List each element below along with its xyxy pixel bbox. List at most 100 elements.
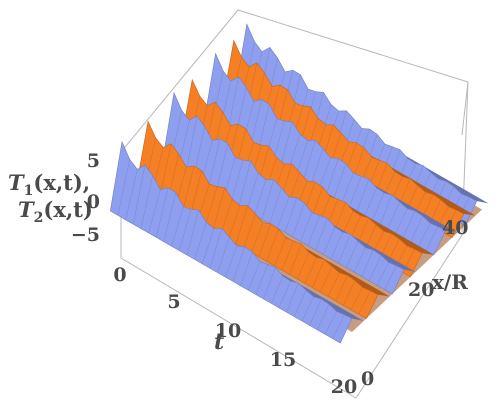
ridge-mesh-line: [209, 228, 222, 269]
ridge-mesh-line: [315, 218, 328, 251]
ridge-mesh-line: [274, 237, 287, 266]
ridge-mesh-line: [212, 187, 225, 231]
ridge-mesh-line: [246, 173, 259, 211]
ridge-mesh-line: [327, 272, 340, 297]
ridge-mesh-line: [372, 192, 385, 220]
ridge-mesh-line: [205, 186, 218, 227]
ridge-mesh-line: [403, 210, 416, 238]
ridge-mesh-line: [384, 265, 397, 290]
ridge-mesh-line: [117, 159, 130, 216]
ridge-mesh-line: [341, 173, 354, 203]
box-bottom-right: [355, 234, 463, 399]
ridge-mesh-line: [125, 169, 138, 220]
ridge-mesh-line: [330, 232, 343, 259]
t-tick-label: 20: [331, 376, 357, 398]
ridge-mesh-line: [202, 228, 215, 264]
ridge-mesh-line: [232, 246, 245, 282]
ridge-mesh-line: [254, 179, 267, 215]
ridge-mesh-line: [286, 283, 299, 313]
ridge-mesh-line: [140, 175, 153, 229]
t-tick-label: 10: [215, 320, 241, 342]
ridge-mesh-line: [240, 251, 253, 286]
ridge-mesh-line: [280, 121, 293, 167]
ridge-mesh-line: [266, 228, 279, 262]
ridge-mesh-line: [248, 261, 261, 291]
ridge-mesh-line: [333, 163, 347, 198]
ridge-mesh-line: [186, 209, 199, 256]
ridge-mesh-line: [269, 187, 282, 224]
x-axis-label: x/R: [432, 270, 468, 294]
ridge-mesh-line: [215, 143, 228, 193]
ridge-mesh-line: [277, 196, 290, 229]
ridge-mesh-line: [208, 138, 221, 189]
ridge-mesh-line: [304, 257, 317, 284]
ridge-mesh-line: [263, 267, 276, 300]
ridge-mesh-line: [300, 212, 313, 242]
ridge-mesh-line: [243, 213, 256, 249]
ridge-mesh-line: [323, 227, 336, 255]
ridge-mesh-line: [317, 304, 330, 330]
ridge-mesh-line: [346, 241, 359, 268]
ridge-mesh-line: [332, 314, 345, 339]
ridge-mesh-line: [156, 187, 169, 238]
ridge-mesh-line: [356, 179, 370, 211]
ridge-mesh-line: [251, 222, 264, 253]
ridge-mesh-line: [343, 280, 356, 306]
ridge-mesh-line: [194, 222, 207, 260]
ridge-mesh-line: [228, 205, 241, 240]
ridge-mesh-line: [320, 266, 333, 293]
ridge-mesh-line: [231, 160, 244, 202]
ridge-mesh-line: [318, 157, 331, 189]
z-axis-label-line1: T1(x,t),: [8, 170, 90, 199]
ridge-mesh-line: [148, 189, 161, 234]
ridge-mesh-line: [303, 140, 316, 181]
ridge-mesh-line: [326, 158, 339, 194]
ridge-mesh-line: [380, 194, 393, 225]
ridge-mesh-line: [387, 201, 400, 229]
ridge-mesh-line: [295, 140, 308, 176]
ridge-mesh-line: [301, 296, 314, 322]
z-tick-label: −5: [71, 224, 100, 246]
ridge-mesh-line: [395, 208, 408, 233]
ridge-mesh-line: [271, 276, 284, 304]
ridge-mesh-line: [261, 179, 274, 220]
z-tick-label: 5: [87, 150, 100, 172]
x-tick-label: 0: [361, 368, 374, 390]
ridge-mesh-line: [258, 223, 271, 258]
ridge-mesh-line: [335, 275, 348, 302]
ridge-mesh-line: [364, 187, 377, 216]
surface-layers: [109, 23, 489, 344]
ridge-mesh-line: [312, 259, 325, 288]
ridge-mesh-line: [179, 209, 192, 251]
ridge-mesh-line: [235, 205, 248, 244]
ridge-mesh-line: [310, 148, 324, 185]
ridge-mesh-line: [185, 115, 198, 176]
ridge-mesh-line: [182, 165, 195, 213]
ridge-mesh-line: [289, 243, 302, 275]
ridge-front-T1: [109, 140, 353, 344]
ridge-mesh-line: [426, 226, 439, 251]
ridge-mesh-line: [369, 255, 382, 281]
ridge-mesh-line: [324, 311, 337, 335]
x-tick-label: 20: [408, 279, 434, 301]
ridge-mesh-line: [225, 245, 238, 278]
ridge-mesh-line: [307, 215, 320, 246]
t-axis-label: t: [214, 329, 224, 355]
ridge-mesh-line: [349, 176, 362, 207]
z-tick-label: 0: [87, 191, 100, 213]
ridge-mesh-line: [297, 252, 310, 280]
ridge-mesh-line: [133, 164, 146, 225]
ridge-mesh-line: [292, 202, 305, 237]
ridge-mesh-line: [418, 223, 431, 247]
ridge-mesh-line: [358, 290, 371, 315]
box-back-top: [120, 9, 469, 153]
ridge-mesh-line: [255, 264, 268, 295]
ridge-mesh-line: [410, 215, 423, 242]
ridge-mesh-line: [361, 249, 374, 277]
t-tick-label: 15: [270, 349, 296, 371]
ridge-mesh-line: [238, 160, 251, 207]
z-axis-label-line2: T2(x,t): [18, 197, 93, 226]
ridge-mesh-line: [217, 236, 230, 273]
ridge-mesh-line: [353, 247, 366, 273]
